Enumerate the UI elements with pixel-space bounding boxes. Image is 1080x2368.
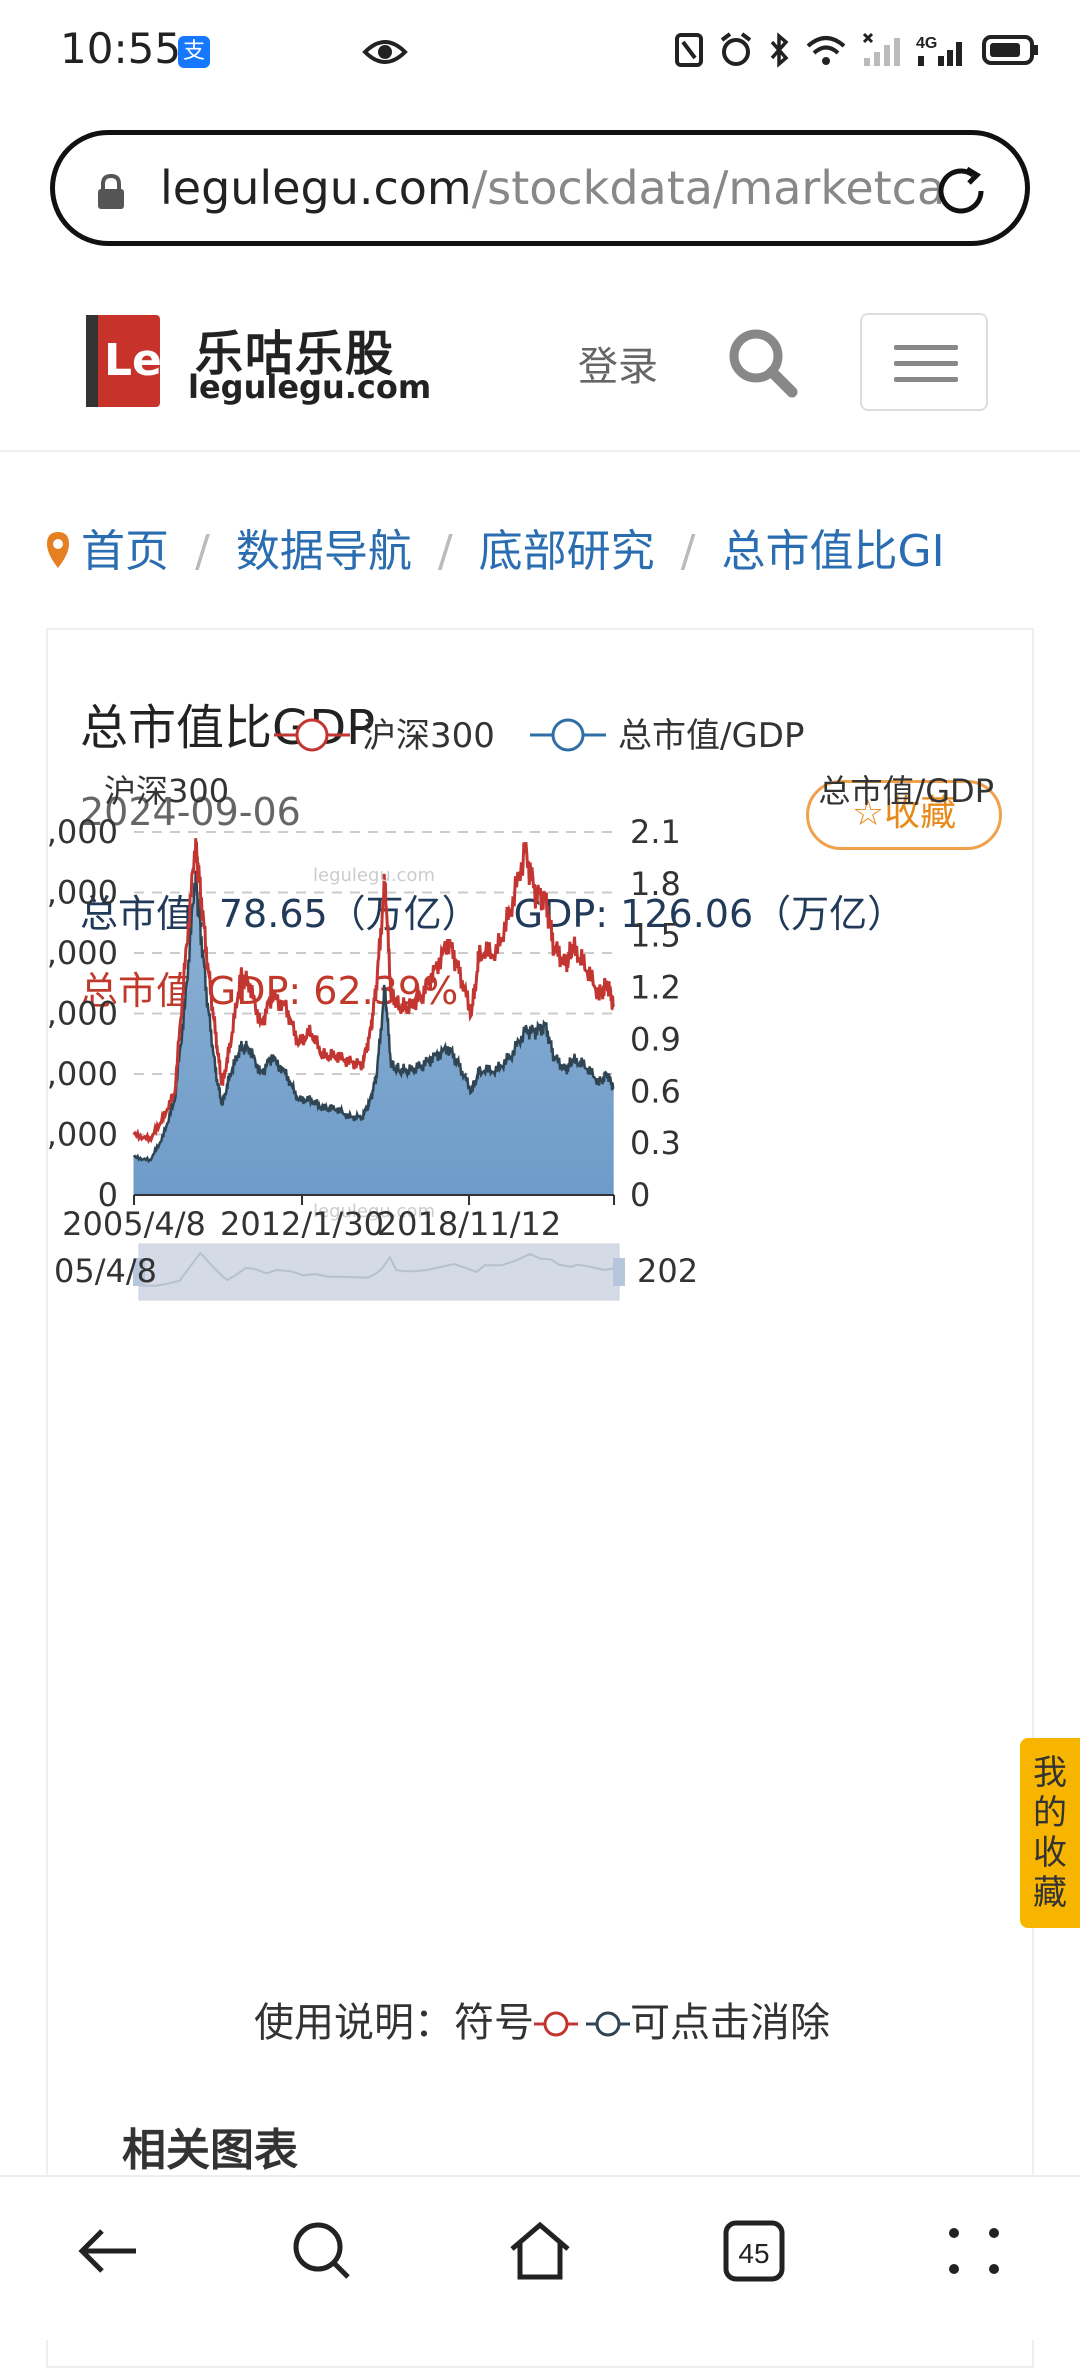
reload-icon[interactable] bbox=[933, 163, 989, 223]
zoom-end-label: 202 bbox=[637, 1252, 698, 1290]
market-cap-gdp-chart[interactable]: 沪深300 总市值/GDP 沪深300 总市值/GDP 6,000 5,000 4,… bbox=[48, 630, 1036, 1510]
home-icon[interactable] bbox=[508, 2219, 572, 2287]
signal-icon bbox=[862, 32, 902, 72]
logo-mark[interactable]: Le bbox=[86, 315, 162, 407]
location-pin-icon bbox=[45, 530, 71, 575]
legend-hs300[interactable]: 沪深300 bbox=[274, 716, 495, 756]
left-tick-label: 5,000 bbox=[48, 874, 118, 912]
right-tick-label: 1.2 bbox=[630, 969, 681, 1007]
url-domain: legulegu.com bbox=[160, 161, 472, 215]
right-tick-label: 0.9 bbox=[630, 1020, 681, 1058]
status-bar: 10:55 支 4G bbox=[0, 0, 1080, 105]
tab-count: 45 bbox=[738, 2238, 769, 2269]
eye-icon bbox=[362, 36, 408, 72]
url-path: /stockdata/marketca bbox=[471, 161, 946, 215]
x-tick-label: 2005/4/8 bbox=[62, 1205, 206, 1243]
system-icons: 4G bbox=[674, 30, 1040, 74]
browser-bottom-nav: 45 bbox=[0, 2175, 1080, 2340]
left-tick-label: 3,000 bbox=[48, 995, 118, 1033]
left-tick-label: 0 bbox=[98, 1176, 118, 1214]
legend-symbols-icon bbox=[534, 2011, 630, 2037]
svg-text:4G: 4G bbox=[916, 35, 937, 52]
logo-domain[interactable]: legulegu.com bbox=[188, 368, 432, 406]
hamburger-menu-button[interactable] bbox=[860, 313, 988, 411]
legend-ratio[interactable]: 总市值/GDP bbox=[530, 716, 805, 756]
ratio-series-line bbox=[132, 870, 615, 1164]
market-cap-value: 总市值: 78.65（万亿） bbox=[80, 892, 480, 936]
back-icon[interactable] bbox=[76, 2219, 140, 2287]
my-favorites-tab[interactable]: 我的收藏 bbox=[1020, 1738, 1080, 1928]
zoom-slider[interactable]: 05/4/8 202 bbox=[54, 1243, 698, 1301]
logo-mark-text: Le bbox=[104, 335, 162, 386]
right-tick-label: 2.1 bbox=[630, 813, 681, 851]
breadcrumb-bottom-research[interactable]: 底部研究 bbox=[478, 526, 655, 575]
url-text[interactable]: legulegu.com/stockdata/marketca bbox=[160, 161, 950, 215]
right-tick-label: 1.5 bbox=[630, 917, 681, 955]
breadcrumb-home[interactable]: 首页 bbox=[81, 526, 169, 575]
tabs-button[interactable]: 45 bbox=[722, 2219, 786, 2287]
market-stats: 总市值: 78.65（万亿） GDP: 126.06（万亿） bbox=[80, 883, 905, 938]
zoom-handle-left[interactable] bbox=[133, 1258, 145, 1286]
my-favorites-label: 我的收藏 bbox=[1033, 1753, 1067, 1913]
breadcrumb: 首页 / 数据导航 / 底部研究 / 总市值比GI bbox=[45, 515, 1080, 575]
left-tick-label: 6,000 bbox=[48, 813, 118, 851]
star-icon: ☆ bbox=[851, 793, 885, 834]
legend-ratio-label: 总市值/GDP bbox=[618, 716, 805, 756]
zoom-start-label: 05/4/8 bbox=[54, 1252, 157, 1290]
more-menu-icon[interactable] bbox=[942, 2219, 1006, 2287]
left-tick-label: 4,000 bbox=[48, 934, 118, 972]
left-tick-label: 2,000 bbox=[48, 1055, 118, 1093]
right-axis-name: 总市值/GDP bbox=[818, 772, 994, 810]
logo-chinese-name[interactable]: 乐咕乐股 bbox=[195, 326, 396, 382]
x-tick-label: 2012/1/30 bbox=[220, 1205, 384, 1243]
ratio-area bbox=[133, 870, 614, 1195]
legend-hs300-label: 沪深300 bbox=[362, 716, 495, 756]
watermark-top: legulegu.com bbox=[313, 865, 435, 886]
nfc-icon bbox=[674, 32, 704, 72]
breadcrumb-data-nav[interactable]: 数据导航 bbox=[235, 526, 412, 575]
hs300-series-line bbox=[132, 838, 616, 1145]
right-tick-label: 0.3 bbox=[630, 1124, 681, 1162]
bluetooth-icon bbox=[768, 32, 790, 72]
alipay-notification-icon: 支 bbox=[178, 36, 210, 68]
search-icon[interactable] bbox=[722, 322, 802, 406]
wifi-icon bbox=[804, 32, 848, 72]
left-axis-name: 沪深300 bbox=[104, 772, 229, 810]
address-bar[interactable]: legulegu.com/stockdata/marketca bbox=[50, 130, 1030, 246]
related-charts-heading: 相关图表 bbox=[122, 2125, 298, 2176]
4g-signal-icon: 4G bbox=[916, 32, 968, 72]
alarm-icon bbox=[718, 32, 754, 72]
right-tick-label: 1.8 bbox=[630, 865, 681, 903]
breadcrumb-current[interactable]: 总市值比GI bbox=[721, 526, 945, 575]
login-link[interactable]: 登录 bbox=[578, 344, 658, 390]
clock: 10:55 bbox=[60, 24, 182, 73]
lock-icon bbox=[95, 173, 127, 215]
usage-note: 使用说明：符号 可点击消除 bbox=[48, 1990, 1036, 2048]
indicator-card: 总市值比GDP 2024-09-06 ☆收藏 总市值: 78.65（万亿） GDP… bbox=[46, 628, 1034, 2368]
left-tick-label: 1,000 bbox=[48, 1116, 118, 1154]
usage-suffix: 可点击消除 bbox=[630, 2000, 830, 2046]
watermark-bottom: legulegu.com bbox=[313, 1201, 435, 1222]
x-tick-label: 2018/11/12 bbox=[377, 1205, 561, 1243]
usage-prefix: 使用说明：符号 bbox=[254, 2000, 534, 2046]
data-date: 2024-09-06 bbox=[80, 790, 301, 834]
battery-icon bbox=[982, 32, 1040, 72]
right-tick-label: 0.6 bbox=[630, 1072, 681, 1110]
favorite-label: 收藏 bbox=[884, 793, 957, 834]
favorite-button[interactable]: ☆收藏 bbox=[806, 780, 1002, 850]
gdp-value: GDP: 126.06（万亿） bbox=[513, 892, 906, 936]
right-tick-label: 0 bbox=[630, 1176, 650, 1214]
site-header: Le 乐咕乐股 legulegu.com 登录 bbox=[0, 290, 1080, 452]
zoom-handle-right[interactable] bbox=[613, 1258, 625, 1286]
search-icon[interactable] bbox=[290, 2219, 354, 2287]
